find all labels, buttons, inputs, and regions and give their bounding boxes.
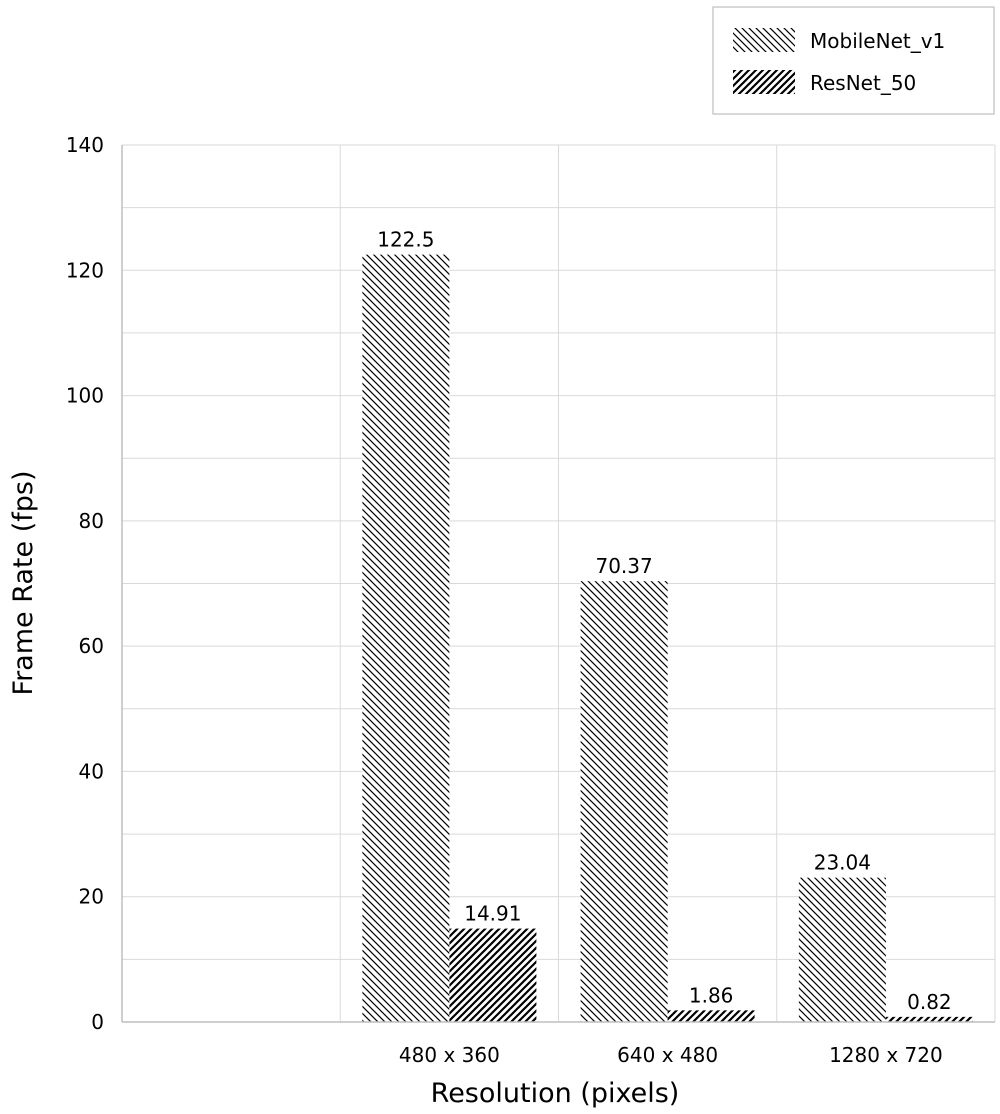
legend-swatch-mobilenet	[733, 28, 795, 52]
bar-mobilenet	[580, 581, 668, 1022]
y-tick-label: 120	[66, 258, 104, 282]
y-tick-label: 140	[66, 133, 104, 157]
bars	[362, 254, 973, 1022]
axes	[121, 145, 995, 1023]
bar-resnet	[667, 1010, 755, 1022]
bar-mobilenet	[362, 254, 450, 1022]
gridlines	[122, 144, 996, 1022]
legend: MobileNet_v1 ResNet_50	[712, 6, 995, 115]
bar-resnet	[885, 1016, 973, 1022]
y-axis-title: Frame Rate (fps)	[8, 471, 39, 696]
legend-label-mobilenet: MobileNet_v1	[810, 29, 945, 53]
data-labels: 122.5 14.91 70.37 1.86 23.04 0.82	[377, 228, 951, 1014]
x-tick-labels: 480 x 360 640 x 480 1280 x 720	[399, 1043, 943, 1067]
y-tick-label: 40	[79, 759, 104, 783]
x-axis-title: Resolution (pixels)	[431, 1078, 680, 1109]
bar-resnet	[449, 928, 537, 1022]
y-tick-label: 0	[91, 1010, 104, 1034]
x-tick-label: 1280 x 720	[829, 1043, 943, 1067]
data-label: 70.37	[595, 554, 652, 578]
data-label: 1.86	[689, 983, 734, 1007]
legend-box	[712, 6, 995, 115]
legend-swatch-resnet	[733, 70, 795, 94]
legend-label-resnet: ResNet_50	[810, 71, 916, 95]
y-tick-label: 100	[66, 384, 104, 408]
y-tick-label: 80	[79, 509, 104, 533]
data-label: 23.04	[814, 851, 871, 875]
y-tick-label: 20	[79, 885, 104, 909]
data-label: 122.5	[377, 228, 434, 252]
bar-mobilenet	[798, 877, 886, 1022]
y-tick-label: 60	[79, 634, 104, 658]
data-label: 14.91	[464, 902, 521, 926]
y-tick-labels: 0 20 40 60 80 100 120 140	[66, 133, 104, 1034]
data-label: 0.82	[907, 990, 952, 1014]
x-tick-label: 640 x 480	[617, 1043, 718, 1067]
x-tick-label: 480 x 360	[399, 1043, 500, 1067]
